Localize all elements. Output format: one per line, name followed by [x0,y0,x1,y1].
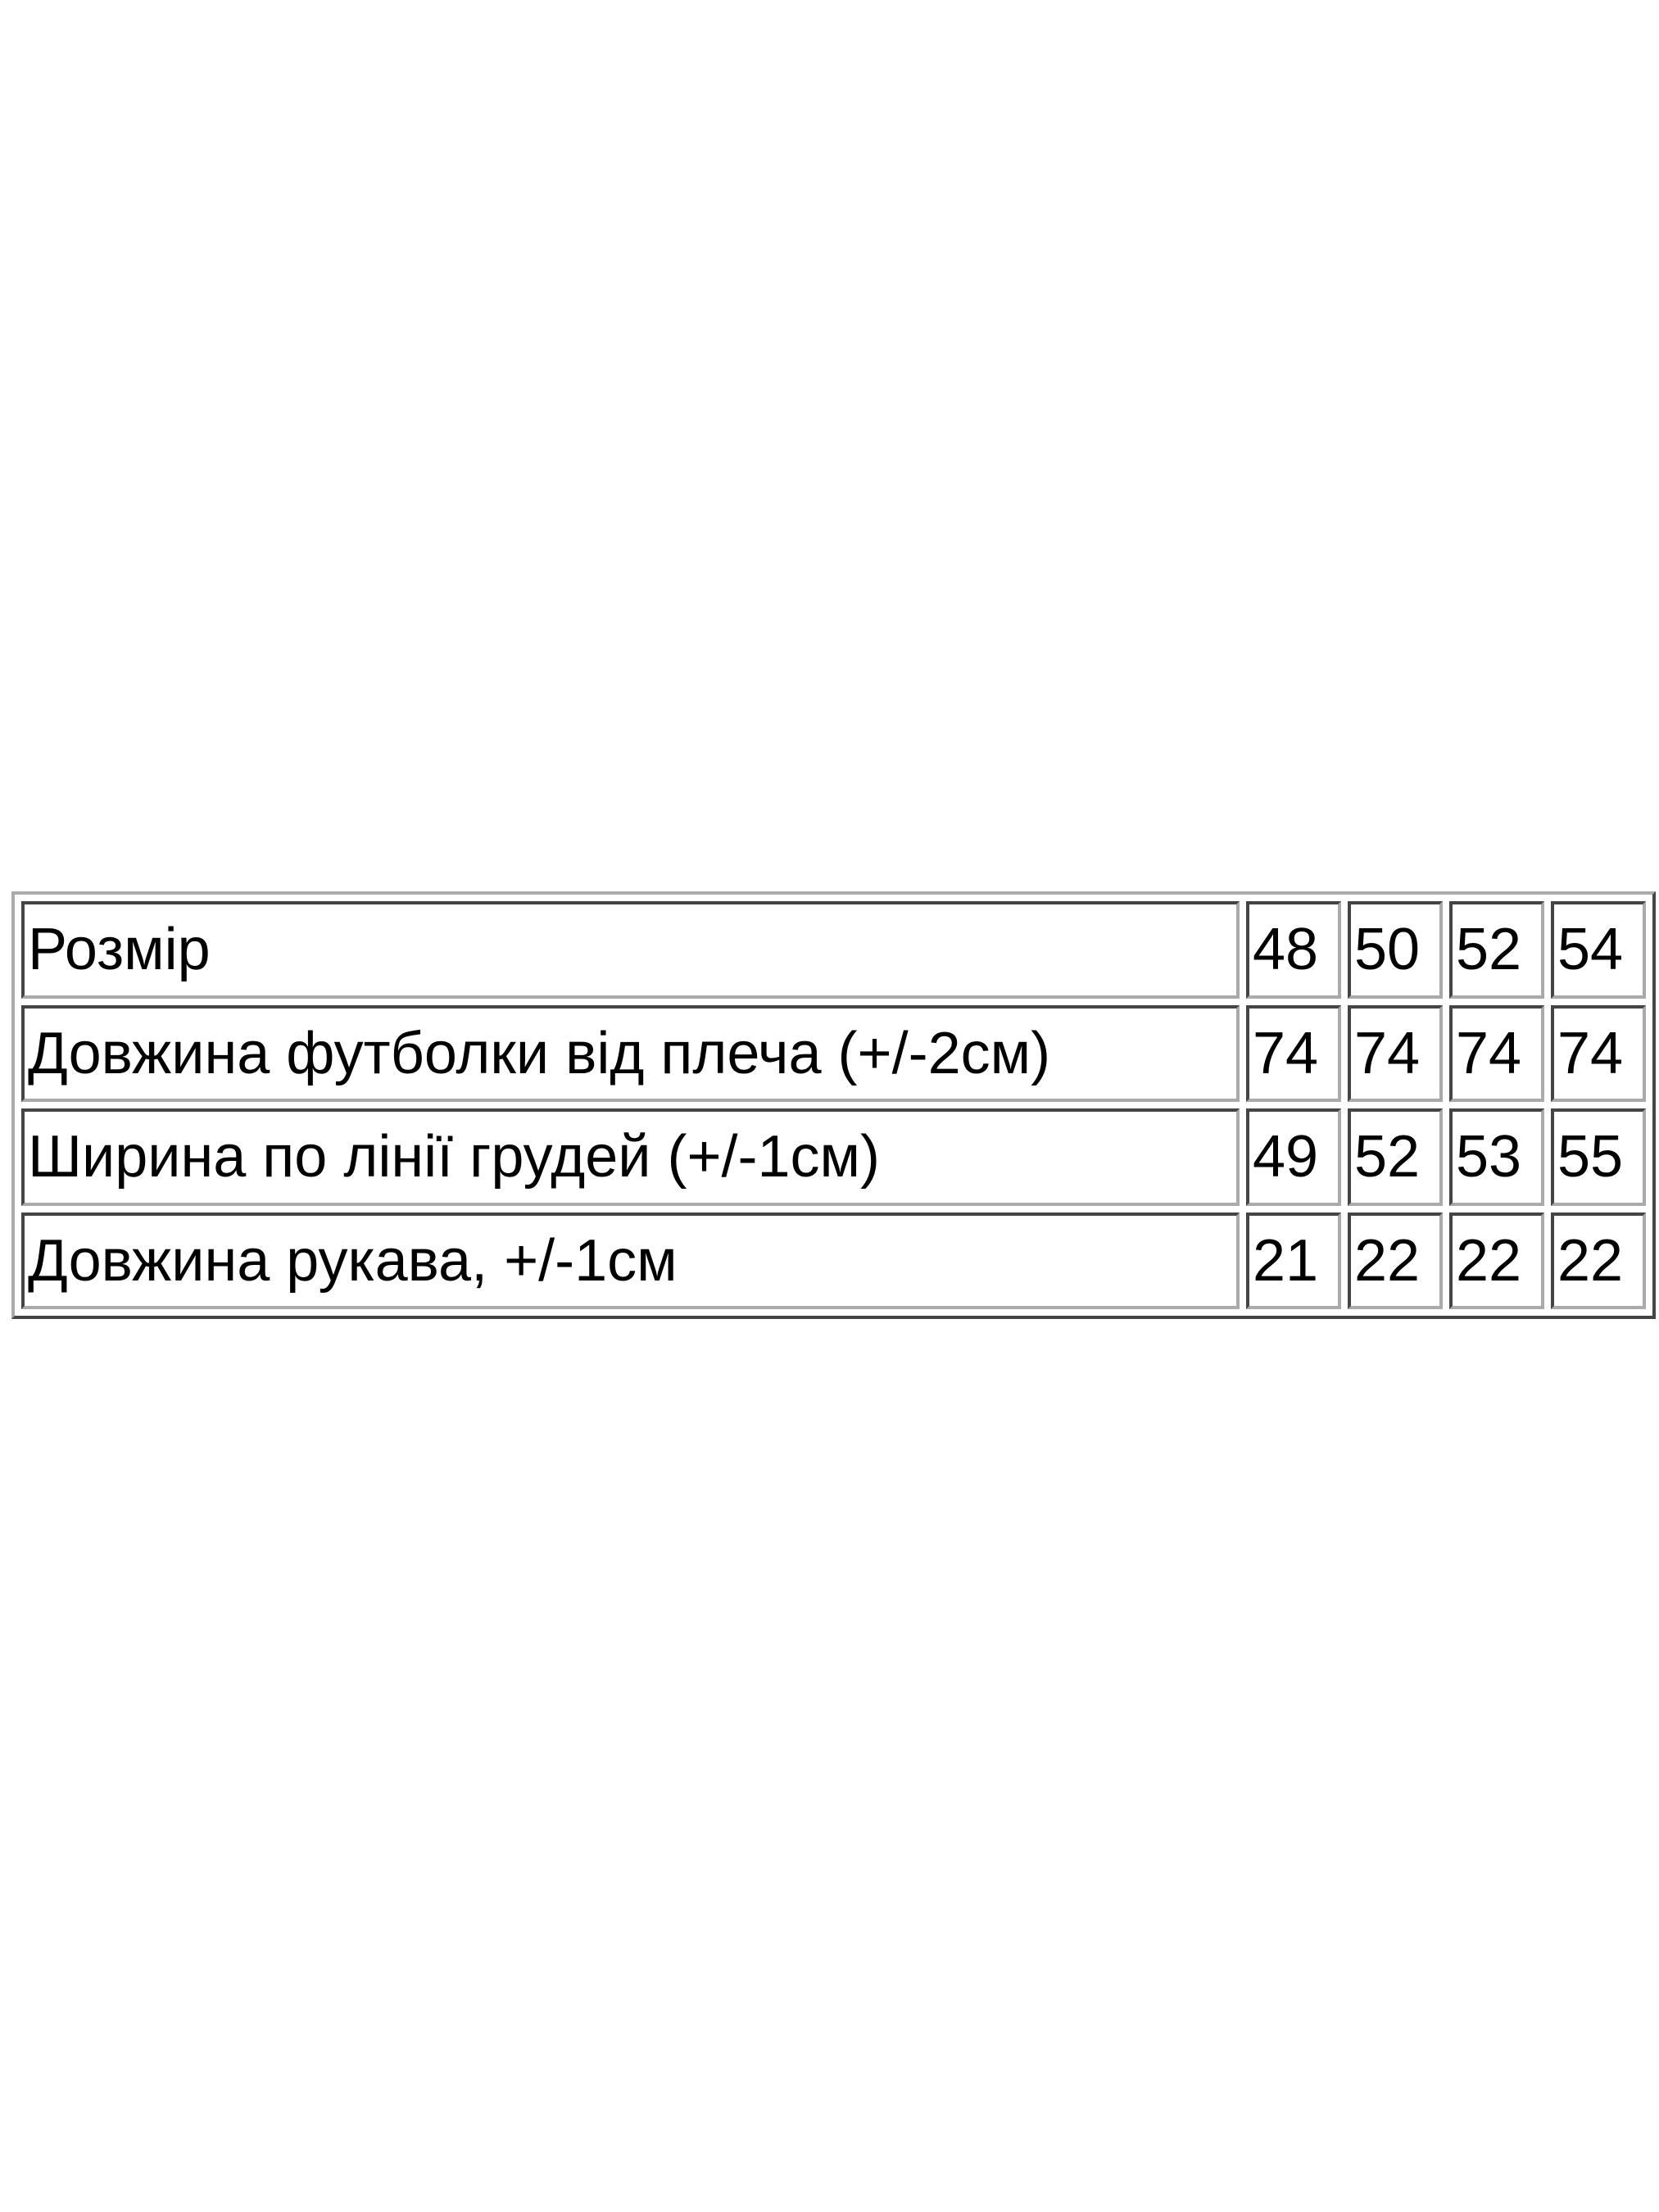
table-cell: 74 [1348,1004,1443,1102]
table-cell: 54 [1551,901,1646,999]
row-label: Довжина рукава, +/-1см [21,1212,1240,1309]
size-chart-table: Розмір 48 50 52 54 Довжина футболки від … [11,891,1656,1319]
table-cell: 22 [1449,1212,1544,1309]
table-row-sleeve-length: Довжина рукава, +/-1см 21 22 22 22 [21,1212,1646,1309]
table-row-size: Розмір 48 50 52 54 [21,901,1646,999]
table-row-length: Довжина футболки від плеча (+/-2см) 74 7… [21,1004,1646,1102]
row-label: Ширина по лінії грудей (+/-1см) [21,1108,1240,1206]
table-cell: 49 [1246,1108,1341,1206]
table-cell: 52 [1449,901,1544,999]
table-cell: 22 [1551,1212,1646,1309]
table-cell: 52 [1348,1108,1443,1206]
table-cell: 55 [1551,1108,1646,1206]
table-cell: 53 [1449,1108,1544,1206]
table-cell: 74 [1551,1004,1646,1102]
table-cell: 74 [1246,1004,1341,1102]
table-cell: 21 [1246,1212,1341,1309]
row-label: Розмір [21,901,1240,999]
row-label: Довжина футболки від плеча (+/-2см) [21,1004,1240,1102]
table-cell: 22 [1348,1212,1443,1309]
table-cell: 48 [1246,901,1341,999]
table-cell: 74 [1449,1004,1544,1102]
table-row-chest-width: Ширина по лінії грудей (+/-1см) 49 52 53… [21,1108,1646,1206]
table-cell: 50 [1348,901,1443,999]
